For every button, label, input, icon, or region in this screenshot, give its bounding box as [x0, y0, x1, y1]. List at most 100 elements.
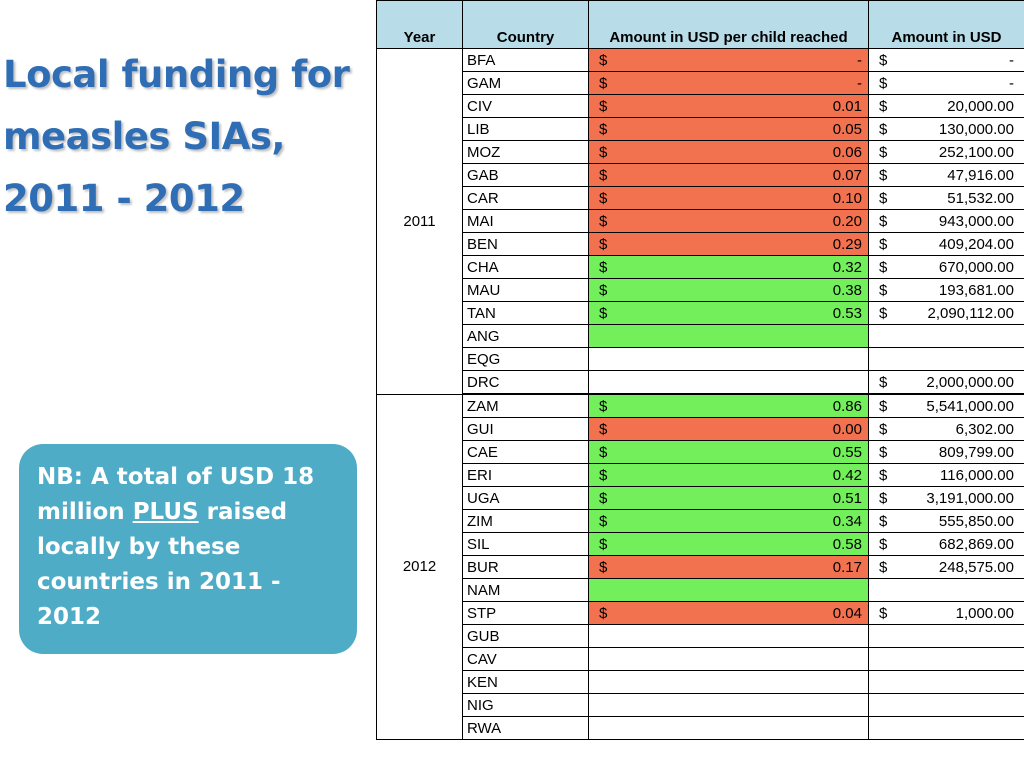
slide-title: Local funding for measles SIAs, 2011 - 2… — [3, 44, 373, 230]
country-cell: ERI — [462, 463, 589, 487]
currency-symbol: $ — [879, 74, 888, 92]
per-child-cell: $0.38 — [588, 278, 869, 302]
currency-symbol: $ — [879, 97, 888, 115]
currency-symbol: $ — [599, 166, 608, 184]
table-row: MAI $0.20 $943,000.00 — [377, 209, 1024, 233]
table-row: KEN — [377, 670, 1024, 694]
currency-symbol: $ — [599, 420, 608, 438]
currency-symbol: $ — [599, 281, 608, 299]
note-text-underlined: PLUS — [132, 499, 199, 525]
per-child-cell: $0.17 — [588, 555, 869, 579]
funding-table: Year Country Amount in USD per child rea… — [376, 0, 1024, 740]
table-row: GAB $0.07 $47,916.00 — [377, 163, 1024, 187]
per-child-value: 0.86 — [832, 397, 862, 415]
per-child-cell: $0.29 — [588, 232, 869, 256]
amount-cell — [868, 670, 1024, 694]
note-callout: NB: A total of USD 18 million PLUS raise… — [19, 444, 357, 654]
amount-value: 51,532.00 — [947, 189, 1014, 207]
country-cell: BFA — [462, 48, 589, 72]
amount-cell: $682,869.00 — [868, 532, 1024, 556]
per-child-value: - — [857, 74, 862, 92]
table-row: NIG — [377, 693, 1024, 717]
currency-symbol: $ — [879, 535, 888, 553]
per-child-value: 0.32 — [832, 258, 862, 276]
per-child-value: 0.53 — [832, 304, 862, 322]
currency-symbol: $ — [599, 466, 608, 484]
country-cell: GUB — [462, 624, 589, 648]
per-child-cell — [588, 716, 869, 740]
per-child-cell: $0.01 — [588, 94, 869, 118]
currency-symbol: $ — [599, 120, 608, 138]
currency-symbol: $ — [879, 51, 888, 69]
amount-value: - — [1009, 74, 1014, 92]
amount-value: 670,000.00 — [938, 258, 1014, 276]
currency-symbol: $ — [599, 74, 608, 92]
currency-symbol: $ — [599, 212, 608, 230]
amount-cell: $555,850.00 — [868, 509, 1024, 533]
amount-cell — [868, 716, 1024, 740]
table-row: STP $0.04 $1,000.00 — [377, 601, 1024, 625]
currency-symbol: $ — [879, 281, 888, 299]
currency-symbol: $ — [599, 304, 608, 322]
country-cell: MAI — [462, 209, 589, 233]
amount-value: 248,575.00 — [938, 558, 1014, 576]
per-child-value: 0.07 — [832, 166, 862, 184]
currency-symbol: $ — [599, 51, 608, 69]
per-child-cell: $ - — [588, 71, 869, 95]
amount-cell: $130,000.00 — [868, 117, 1024, 141]
per-child-value: - — [857, 51, 862, 69]
table-header-row: Year Country Amount in USD per child rea… — [376, 0, 1024, 49]
amount-cell: $ - — [868, 48, 1024, 72]
country-cell: GAM — [462, 71, 589, 95]
currency-symbol: $ — [599, 489, 608, 507]
per-child-value: 0.01 — [832, 97, 862, 115]
per-child-cell: $0.58 — [588, 532, 869, 556]
country-cell: STP — [462, 601, 589, 625]
amount-cell — [868, 578, 1024, 602]
per-child-cell: $0.05 — [588, 117, 869, 141]
amount-cell: $20,000.00 — [868, 94, 1024, 118]
amount-cell: $409,204.00 — [868, 232, 1024, 256]
per-child-cell: $0.51 — [588, 486, 869, 510]
amount-value: 682,869.00 — [938, 535, 1014, 553]
amount-cell: $670,000.00 — [868, 255, 1024, 279]
currency-symbol: $ — [599, 97, 608, 115]
currency-symbol: $ — [599, 558, 608, 576]
year-cell: 2012 — [376, 393, 463, 740]
country-cell: NIG — [462, 693, 589, 717]
amount-cell: $252,100.00 — [868, 140, 1024, 164]
amount-cell: $943,000.00 — [868, 209, 1024, 233]
table-row: BEN $0.29 $409,204.00 — [377, 232, 1024, 256]
amount-value: 943,000.00 — [938, 212, 1014, 230]
per-child-cell: $0.06 — [588, 140, 869, 164]
per-child-cell: $0.34 — [588, 509, 869, 533]
table-row: CIV $0.01 $20,000.00 — [377, 94, 1024, 118]
per-child-cell: $0.10 — [588, 186, 869, 210]
table-row: EQG — [377, 347, 1024, 371]
currency-symbol: $ — [879, 373, 888, 391]
currency-symbol: $ — [879, 558, 888, 576]
amount-cell — [868, 693, 1024, 717]
country-cell: BUR — [462, 555, 589, 579]
currency-symbol: $ — [879, 143, 888, 161]
table-row: GUB — [377, 624, 1024, 648]
per-child-cell: $ - — [588, 48, 869, 72]
table-row: GUI $0.00 $6,302.00 — [377, 417, 1024, 441]
slide-title-line: 2011 - 2012 — [3, 177, 245, 220]
per-child-value: 0.00 — [832, 420, 862, 438]
table-row: DRC $2,000,000.00 — [377, 370, 1024, 395]
country-cell: ANG — [462, 324, 589, 348]
per-child-value: 0.42 — [832, 466, 862, 484]
table-row: ZIM $0.34 $555,850.00 — [377, 509, 1024, 533]
amount-value: 409,204.00 — [938, 235, 1014, 253]
country-cell: BEN — [462, 232, 589, 256]
table-row: SIL $0.58 $682,869.00 — [377, 532, 1024, 556]
amount-cell: $809,799.00 — [868, 440, 1024, 464]
per-child-value: 0.20 — [832, 212, 862, 230]
amount-cell: $6,302.00 — [868, 417, 1024, 441]
currency-symbol: $ — [879, 258, 888, 276]
table-row: ERI $0.42 $116,000.00 — [377, 463, 1024, 487]
per-child-value: 0.10 — [832, 189, 862, 207]
currency-symbol: $ — [599, 512, 608, 530]
table-row: ANG — [377, 324, 1024, 348]
